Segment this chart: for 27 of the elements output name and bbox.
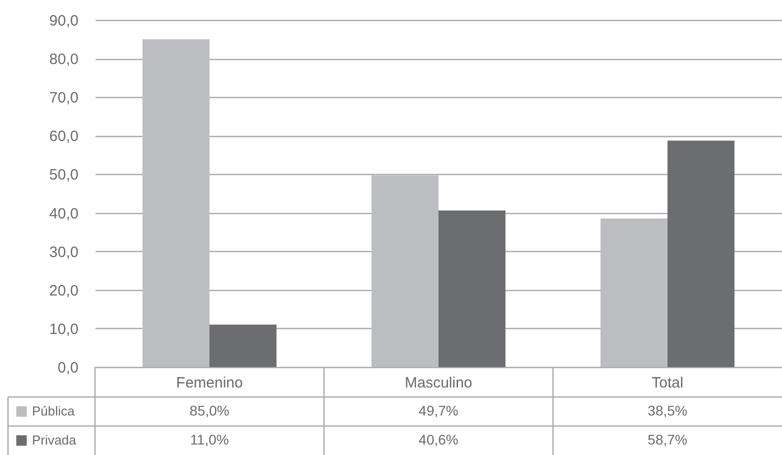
data-label: 38,5% [648, 402, 688, 418]
legend-label: Privada [32, 432, 77, 448]
y-tick-label: 80,0 [49, 51, 78, 68]
y-tick-label: 90,0 [49, 12, 78, 30]
bar [668, 140, 734, 367]
bar [600, 218, 668, 367]
data-label: 11,0% [190, 432, 229, 448]
bar [438, 210, 506, 367]
y-tick-label: 0,0 [58, 360, 78, 376]
data-label: 85,0% [190, 402, 230, 418]
x-tick-label: Femenino [176, 374, 243, 392]
data-label: 40,6% [418, 432, 458, 448]
data-label: 58,7% [648, 432, 688, 448]
data-label: 49,7% [418, 402, 458, 418]
x-tick-label: Total [652, 374, 684, 392]
y-tick-label: 70,0 [49, 90, 78, 107]
x-tick-label: Masculino [404, 374, 472, 392]
bar [210, 324, 276, 367]
bar [372, 175, 438, 367]
y-tick-label: 20,0 [49, 282, 78, 300]
bar [142, 39, 210, 367]
y-tick-label: 60,0 [49, 128, 78, 146]
y-tick-label: 30,0 [49, 244, 78, 261]
y-tick-label: 50,0 [49, 166, 78, 184]
legend-label: Pública [32, 404, 76, 418]
y-tick-label: 10,0 [49, 320, 78, 338]
y-tick-label: 40,0 [49, 205, 78, 222]
